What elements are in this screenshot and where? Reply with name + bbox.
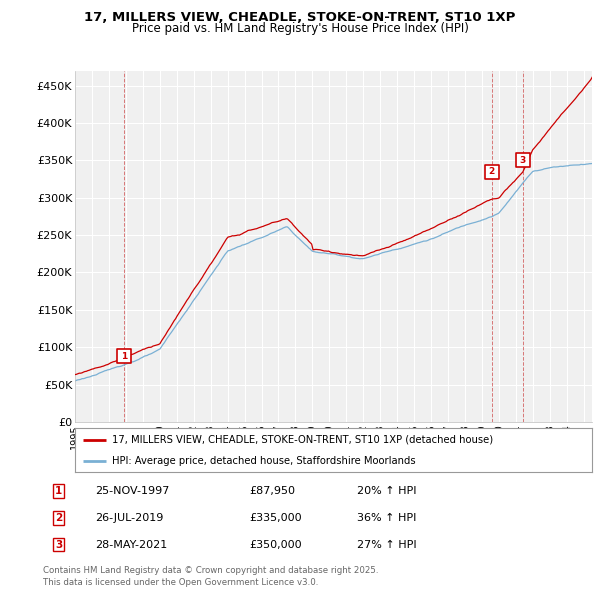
Text: Contains HM Land Registry data © Crown copyright and database right 2025.
This d: Contains HM Land Registry data © Crown c… bbox=[43, 566, 379, 587]
Text: HPI: Average price, detached house, Staffordshire Moorlands: HPI: Average price, detached house, Staf… bbox=[112, 456, 416, 466]
Text: 36% ↑ HPI: 36% ↑ HPI bbox=[357, 513, 416, 523]
Text: 25-NOV-1997: 25-NOV-1997 bbox=[95, 486, 169, 496]
Text: Price paid vs. HM Land Registry's House Price Index (HPI): Price paid vs. HM Land Registry's House … bbox=[131, 22, 469, 35]
Text: 1: 1 bbox=[55, 486, 62, 496]
Point bbox=[487, 167, 496, 176]
Text: 17, MILLERS VIEW, CHEADLE, STOKE-ON-TRENT, ST10 1XP: 17, MILLERS VIEW, CHEADLE, STOKE-ON-TREN… bbox=[85, 11, 515, 24]
Text: £350,000: £350,000 bbox=[249, 540, 302, 549]
Text: 28-MAY-2021: 28-MAY-2021 bbox=[95, 540, 167, 549]
Text: 2: 2 bbox=[55, 513, 62, 523]
Text: 27% ↑ HPI: 27% ↑ HPI bbox=[357, 540, 416, 549]
Text: £335,000: £335,000 bbox=[249, 513, 302, 523]
Text: 2: 2 bbox=[488, 167, 495, 176]
Text: 26-JUL-2019: 26-JUL-2019 bbox=[95, 513, 163, 523]
Text: 3: 3 bbox=[520, 156, 526, 165]
Text: 1: 1 bbox=[121, 352, 127, 360]
Text: £87,950: £87,950 bbox=[249, 486, 295, 496]
Point bbox=[518, 156, 527, 165]
Text: 20% ↑ HPI: 20% ↑ HPI bbox=[357, 486, 416, 496]
Text: 3: 3 bbox=[55, 540, 62, 549]
Point bbox=[119, 352, 129, 361]
Text: 17, MILLERS VIEW, CHEADLE, STOKE-ON-TRENT, ST10 1XP (detached house): 17, MILLERS VIEW, CHEADLE, STOKE-ON-TREN… bbox=[112, 435, 493, 445]
